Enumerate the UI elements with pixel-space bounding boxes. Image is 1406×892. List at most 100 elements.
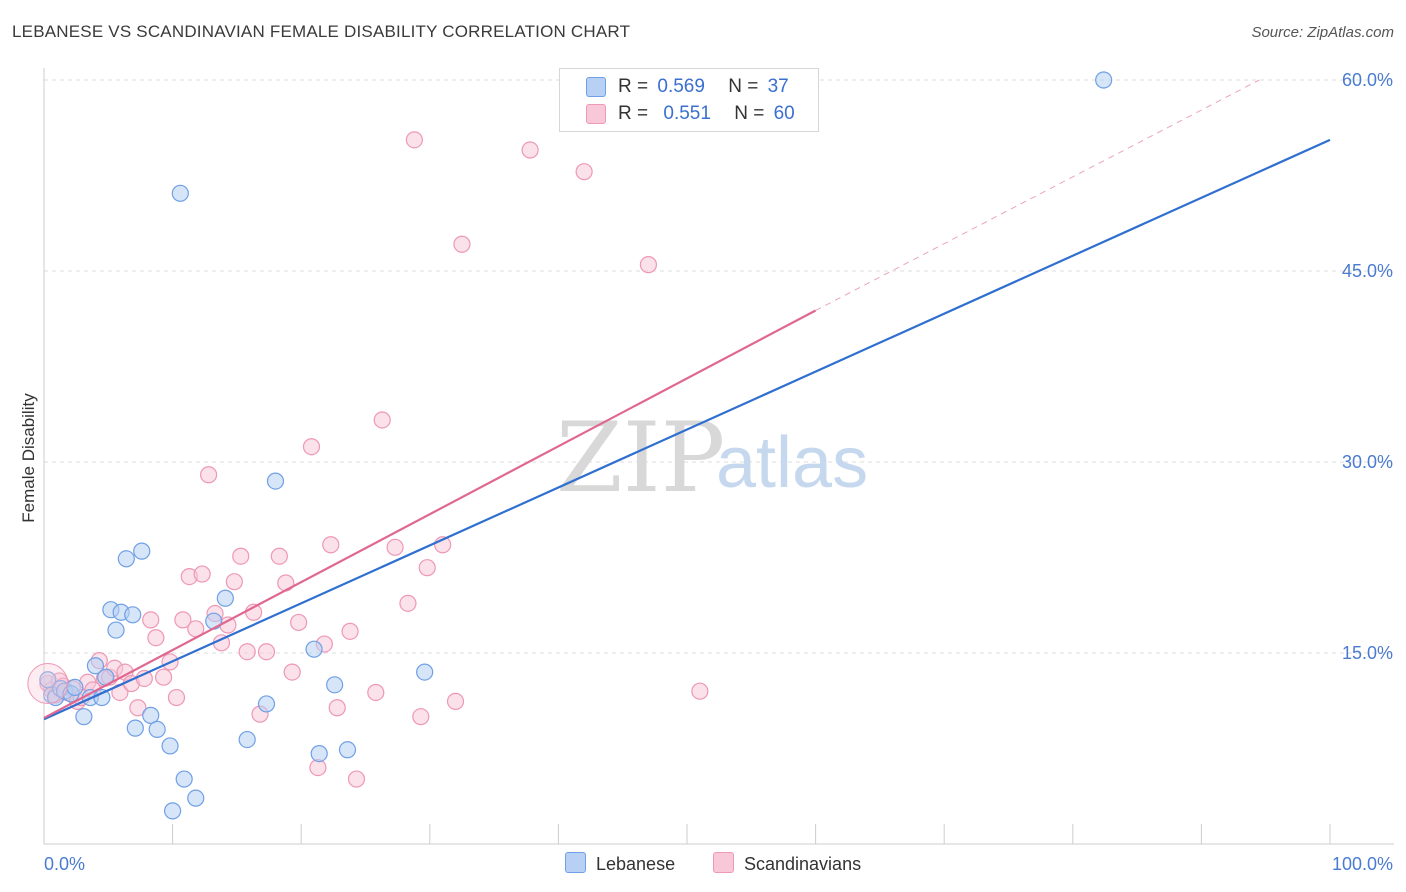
point-lebanese <box>148 720 166 739</box>
point-lebanese <box>266 472 285 490</box>
y-tick-label: 30.0% <box>1342 452 1393 472</box>
legend-swatch-scandinavians <box>713 852 734 873</box>
point-scandinavians <box>328 699 346 717</box>
point-lebanese <box>86 657 105 675</box>
trend-line-scandinavians <box>43 309 817 719</box>
point-scandinavians <box>167 688 186 707</box>
point-scandinavians <box>270 547 288 565</box>
point-scandinavians <box>367 683 385 702</box>
point-scandinavians <box>521 141 539 159</box>
point-lebanese <box>305 640 323 658</box>
y-axis-title: Female Disability <box>19 393 38 523</box>
point-scandinavians <box>154 668 173 686</box>
data-points <box>27 71 1113 820</box>
point-scandinavians <box>142 611 160 629</box>
point-scandinavians <box>639 256 658 274</box>
point-scandinavians <box>174 611 192 629</box>
point-lebanese <box>164 802 182 820</box>
point-scandinavians <box>283 663 301 681</box>
point-scandinavians <box>193 565 211 583</box>
tick-labels: 15.0% 30.0% 45.0% 60.0% 0.0% 100.0% <box>44 70 1393 874</box>
legend-label-scandinavians: Scandinavians <box>744 854 862 874</box>
point-lebanese <box>124 606 142 624</box>
legend-swatch-lebanese <box>565 852 586 873</box>
x-tick-label: 0.0% <box>44 854 85 874</box>
legend-r-label: R = <box>618 76 649 97</box>
point-scandinavians <box>290 613 308 632</box>
chart-source: Source: ZipAtlas.com <box>1251 24 1394 41</box>
axes <box>43 68 1394 845</box>
chart-title: LEBANESE VS SCANDINAVIAN FEMALE DISABILI… <box>12 22 631 41</box>
point-lebanese <box>133 542 151 560</box>
point-scandinavians <box>399 594 417 612</box>
point-lebanese <box>161 737 179 755</box>
point-scandinavians <box>277 574 295 592</box>
point-scandinavians <box>386 538 404 556</box>
point-lebanese <box>310 744 328 763</box>
legend-label-lebanese: Lebanese <box>596 854 676 874</box>
legend-r-label: R = <box>618 103 649 124</box>
point-lebanese <box>416 663 434 681</box>
point-lebanese <box>175 770 193 788</box>
point-scandinavians <box>575 163 593 181</box>
y-tick-label: 60.0% <box>1342 70 1393 90</box>
x-tick-label: 100.0% <box>1332 854 1393 874</box>
bottom-legend-scandinavians: Scandinavians <box>713 852 861 875</box>
trend-extension-scandinavians <box>815 79 1260 311</box>
point-lebanese <box>117 550 135 568</box>
legend-r-value: 0.569 <box>657 76 705 97</box>
point-scandinavians <box>691 682 709 700</box>
point-scandinavians <box>232 547 250 565</box>
watermark: ZIP atlas <box>556 402 868 514</box>
point-scandinavians <box>129 699 147 717</box>
point-scandinavians <box>200 466 218 484</box>
legend-r-value: 0.551 <box>663 103 711 124</box>
point-lebanese <box>326 676 344 694</box>
trend-lines <box>43 79 1331 721</box>
point-lebanese <box>216 589 234 607</box>
legend-n-label: N = <box>728 76 759 97</box>
legend-n-value: 37 <box>767 76 789 97</box>
point-scandinavians <box>453 235 471 253</box>
watermark-zip: ZIP <box>556 402 725 514</box>
point-lebanese <box>107 621 125 639</box>
legend-row-lebanese: R = 0.569 N = 37 <box>618 76 789 98</box>
point-scandinavians <box>238 643 256 661</box>
point-lebanese <box>126 719 144 737</box>
point-lebanese <box>238 730 256 749</box>
point-scandinavians <box>418 559 436 577</box>
watermark-atlas: atlas <box>716 423 868 503</box>
trend-line-lebanese <box>43 138 1331 721</box>
point-lebanese <box>66 678 84 696</box>
point-lebanese <box>205 612 223 630</box>
point-lebanese <box>257 695 276 713</box>
point-lebanese <box>171 184 189 202</box>
legend-swatch-scandinavians <box>586 104 606 124</box>
point-scandinavians <box>347 770 366 788</box>
point-scandinavians <box>341 622 359 640</box>
point-scandinavians <box>373 411 391 429</box>
point-cluster-scandinavians <box>27 663 69 705</box>
y-tick-label: 15.0% <box>1342 643 1393 663</box>
y-tick-label: 45.0% <box>1342 261 1393 281</box>
legend-n-label: N = <box>734 103 765 124</box>
legend-row-scandinavians: R = 0.551 N = 60 <box>618 103 795 125</box>
point-scandinavians <box>405 131 423 149</box>
bottom-legend-lebanese: Lebanese <box>565 852 675 875</box>
point-lebanese <box>338 741 357 759</box>
point-lebanese <box>75 708 93 726</box>
point-scandinavians <box>225 573 243 591</box>
point-lebanese <box>187 789 205 807</box>
point-scandinavians <box>257 643 276 661</box>
point-lebanese <box>1095 71 1113 89</box>
point-scandinavians <box>412 708 430 726</box>
legend: R = 0.569 N = 37 R = 0.551 N = 60 <box>559 68 819 132</box>
grid-lines <box>44 79 1394 654</box>
point-scandinavians <box>446 692 465 710</box>
point-scandinavians <box>322 536 340 554</box>
legend-swatch-lebanese <box>586 77 606 97</box>
point-scandinavians <box>302 438 321 456</box>
legend-n-value: 60 <box>773 103 795 124</box>
point-scandinavians <box>147 629 165 647</box>
